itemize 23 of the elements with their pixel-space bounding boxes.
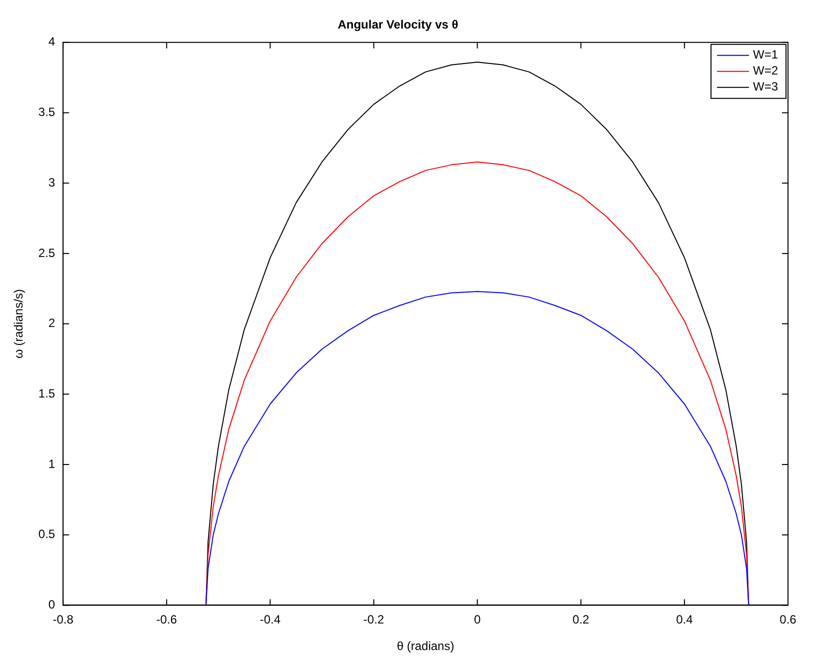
legend-label: W=1 <box>752 48 778 62</box>
x-tick-label: -0.4 <box>260 612 281 627</box>
legend-label: W=3 <box>752 80 778 94</box>
x-tick-label: 0 <box>474 612 481 627</box>
y-tick-label: 1.5 <box>38 386 56 400</box>
y-tick-label: 2.5 <box>38 246 56 260</box>
y-tick-label: 0.5 <box>38 527 56 542</box>
x-axis-title: θ (radians) <box>396 639 454 654</box>
chart-title: Angular Velocity vs θ <box>338 18 458 32</box>
x-tick-label: 0.6 <box>780 612 797 627</box>
x-tick-label: -0.8 <box>52 612 74 627</box>
x-tick-label: -0.6 <box>156 612 178 627</box>
x-tick-label: -0.2 <box>363 612 384 627</box>
y-axis-title: ω (radians/s) <box>12 289 26 358</box>
y-tick-label: 0 <box>48 598 56 612</box>
y-tick-label: 1 <box>48 456 56 471</box>
y-tick-label: 4 <box>48 34 56 49</box>
x-tick-label: 0.2 <box>572 612 590 627</box>
y-tick-label: 2 <box>48 316 56 330</box>
x-tick-label: 0.4 <box>676 612 694 627</box>
legend-label: W=2 <box>752 64 778 78</box>
y-tick-label: 3 <box>48 175 56 190</box>
y-tick-label: 3.5 <box>38 105 56 120</box>
